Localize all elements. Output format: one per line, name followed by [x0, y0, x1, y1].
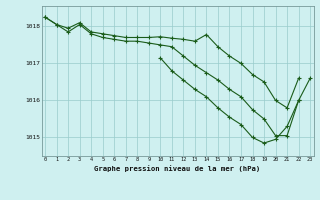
X-axis label: Graphe pression niveau de la mer (hPa): Graphe pression niveau de la mer (hPa): [94, 165, 261, 172]
